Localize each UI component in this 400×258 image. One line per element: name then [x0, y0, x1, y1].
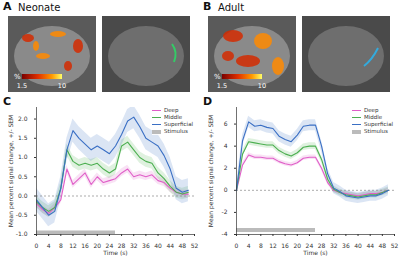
- html-text:Superficial: Superficial: [364, 121, 393, 127]
- svg-text:52: 52: [191, 242, 199, 249]
- svg-text:1.5: 1.5: [18, 134, 28, 141]
- html-text:Middle: Middle: [364, 114, 383, 120]
- svg-text:Mean percent signal change, +/: Mean percent signal change, +/- SEM: [207, 115, 215, 228]
- svg-text:36: 36: [342, 242, 350, 249]
- svg-text:32: 32: [330, 242, 338, 249]
- svg-text:4: 4: [224, 142, 228, 149]
- svg-text:0.0: 0.0: [18, 192, 28, 199]
- svg-text:32: 32: [130, 242, 138, 249]
- html-text:Stimulus: Stimulus: [364, 128, 388, 134]
- svg-text:10: 10: [258, 82, 266, 90]
- html-text:Adult: Adult: [218, 2, 245, 13]
- html-text:A: A: [3, 0, 12, 13]
- svg-text:2: 2: [224, 164, 228, 171]
- html-text:Middle: Middle: [164, 114, 183, 120]
- svg-text:8: 8: [59, 242, 63, 249]
- svg-text:2.0: 2.0: [18, 115, 28, 122]
- svg-text:36: 36: [142, 242, 150, 249]
- svg-text:-1.0: -1.0: [16, 230, 28, 237]
- svg-text:Mean percent signal change, +/: Mean percent signal change, +/- SEM: [7, 115, 15, 228]
- svg-text:16: 16: [81, 242, 89, 249]
- svg-text:0: 0: [235, 242, 239, 249]
- svg-text:12: 12: [269, 242, 277, 249]
- svg-text:8: 8: [259, 242, 263, 249]
- svg-text:44: 44: [366, 242, 374, 249]
- svg-text:48: 48: [379, 242, 387, 249]
- html-text:B: B: [203, 0, 212, 13]
- svg-text:20: 20: [293, 242, 301, 249]
- svg-text:40: 40: [354, 242, 362, 249]
- html-text:D: D: [203, 95, 213, 108]
- svg-text:%: %: [214, 73, 221, 81]
- svg-text:1.5: 1.5: [17, 82, 27, 90]
- svg-text:10: 10: [58, 82, 66, 90]
- html-text:Superficial: Superficial: [164, 121, 193, 127]
- svg-text:%: %: [14, 73, 21, 81]
- svg-text:0: 0: [35, 242, 39, 249]
- svg-text:28: 28: [317, 241, 326, 249]
- html-text:Deep: Deep: [164, 107, 179, 113]
- svg-text:Time (s): Time (s): [102, 249, 127, 256]
- html-text:C: C: [3, 95, 12, 108]
- svg-text:12: 12: [69, 242, 77, 249]
- html-text:Deep: Deep: [364, 107, 379, 113]
- svg-text:20: 20: [93, 242, 101, 249]
- svg-text:1.0: 1.0: [18, 153, 28, 160]
- svg-text:1.5: 1.5: [217, 82, 227, 90]
- svg-text:0.5: 0.5: [18, 173, 28, 180]
- svg-text:-0.5: -0.5: [16, 211, 28, 218]
- svg-text:Time (s): Time (s): [302, 249, 327, 256]
- svg-text:28: 28: [117, 241, 126, 249]
- svg-text:48: 48: [179, 242, 187, 249]
- svg-text:4: 4: [47, 242, 51, 249]
- svg-text:-4: -4: [222, 230, 228, 237]
- svg-text:4: 4: [247, 242, 251, 249]
- svg-text:0: 0: [224, 186, 228, 193]
- svg-text:16: 16: [281, 242, 289, 249]
- html-text:Neonate: Neonate: [18, 2, 61, 13]
- svg-text:40: 40: [154, 242, 162, 249]
- svg-text:44: 44: [166, 242, 174, 249]
- svg-text:52: 52: [391, 242, 399, 249]
- svg-text:24: 24: [105, 241, 114, 249]
- svg-text:24: 24: [305, 241, 314, 249]
- svg-text:-2: -2: [222, 208, 228, 215]
- svg-text:6: 6: [224, 120, 228, 127]
- html-text:Stimulus: Stimulus: [164, 128, 188, 134]
